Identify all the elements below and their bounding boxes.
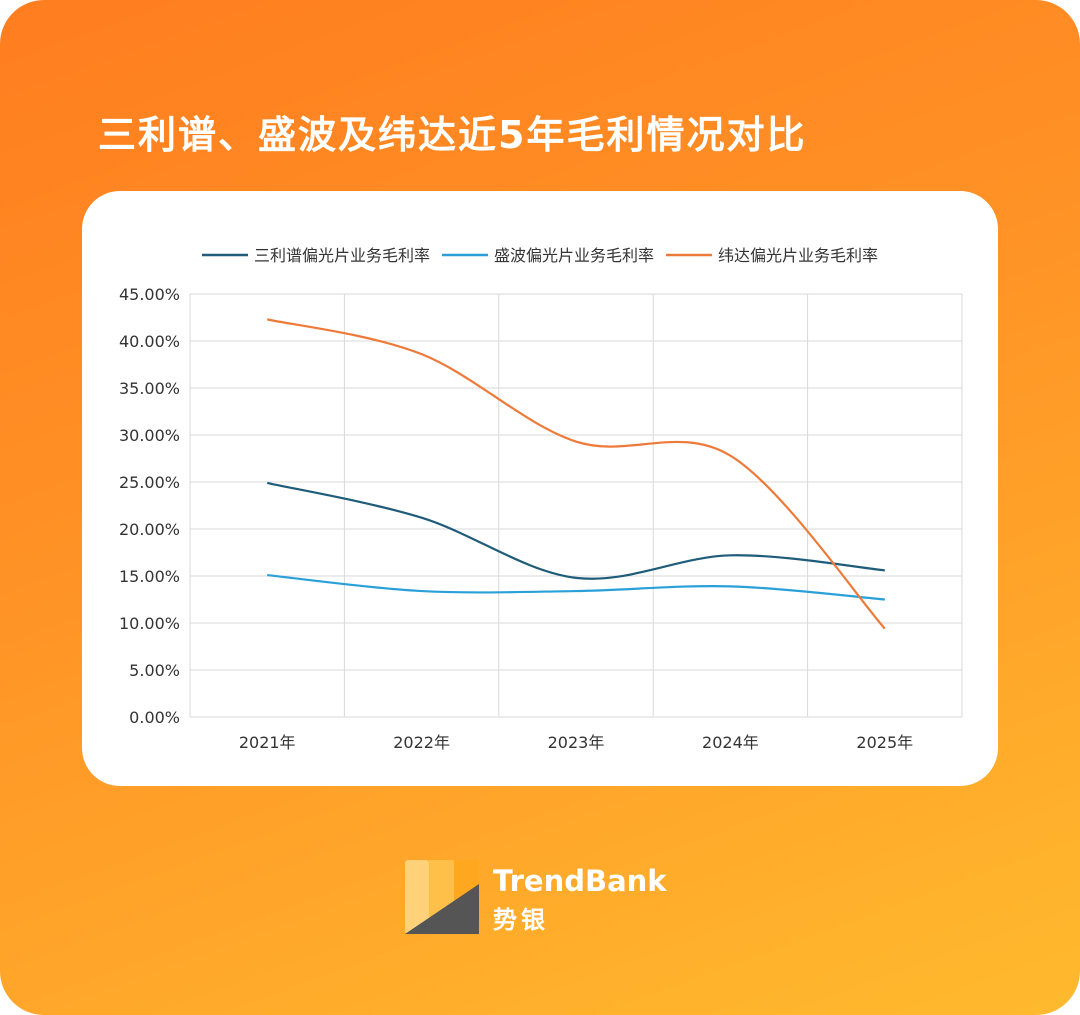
data-point: [728, 553, 732, 557]
legend-item-1: 三利谱偏光片业务毛利率: [202, 246, 430, 265]
chart-axes: 0.00% 5.00% 10.00% 15.00% 20.00% 25.00% 30.00%…: [119, 285, 913, 752]
x-tick-label: 2024年: [702, 733, 759, 752]
y-tick-label: 15.00%: [119, 567, 180, 586]
series-line-2: [267, 573, 885, 601]
logo-text-en: TrendBank: [493, 864, 667, 898]
line-chart: 三利谱偏光片业务毛利率 盛波偏光片业务毛利率 纬达偏光片业务毛利率 0.00% 5.0…: [119, 246, 963, 752]
series-line-3: [266, 318, 886, 630]
legend-item-2: 盛波偏光片业务毛利率: [442, 246, 654, 265]
legend-label: 三利谱偏光片业务毛利率: [254, 246, 430, 265]
chart-series: [265, 317, 887, 631]
x-tick-label: 2025年: [856, 733, 913, 752]
y-tick-label: 45.00%: [119, 285, 180, 304]
data-point: [265, 317, 269, 321]
data-point: [420, 516, 424, 520]
trendbank-logo-icon: [405, 860, 479, 934]
logo-text-cn: 势银: [493, 906, 549, 934]
y-tick-label: 5.00%: [129, 661, 180, 680]
data-point: [574, 576, 578, 580]
legend-item-3: 纬达偏光片业务毛利率: [666, 246, 878, 265]
x-tick-label: 2022年: [393, 733, 450, 752]
y-tick-label: 25.00%: [119, 473, 180, 492]
data-point: [883, 627, 887, 631]
x-tick-label: 2023年: [548, 733, 605, 752]
data-point: [883, 598, 887, 602]
data-point: [883, 568, 887, 572]
trendbank-logo: TrendBank 势银: [405, 860, 685, 934]
data-point: [420, 589, 424, 593]
data-point: [574, 589, 578, 593]
y-tick-label: 0.00%: [129, 708, 180, 727]
x-tick-label: 2021年: [239, 733, 296, 752]
data-point: [728, 454, 732, 458]
series-line-1: [266, 481, 885, 580]
y-tick-label: 35.00%: [119, 379, 180, 398]
y-tick-label: 20.00%: [119, 520, 180, 539]
y-tick-label: 30.00%: [119, 426, 180, 445]
y-tick-label: 40.00%: [119, 332, 180, 351]
chart-legend: 三利谱偏光片业务毛利率 盛波偏光片业务毛利率 纬达偏光片业务毛利率: [202, 246, 878, 265]
data-point: [265, 481, 269, 485]
legend-label: 盛波偏光片业务毛利率: [494, 246, 654, 265]
chart-grid: [189, 293, 963, 718]
data-point: [728, 584, 732, 588]
data-point: [265, 573, 269, 577]
data-point: [574, 440, 578, 444]
y-tick-label: 10.00%: [119, 614, 180, 633]
data-point: [420, 352, 424, 356]
page-title: 三利谱、盛波及纬达近5年毛利情况对比: [98, 113, 807, 157]
chart-card: 三利谱偏光片业务毛利率 盛波偏光片业务毛利率 纬达偏光片业务毛利率 0.00% 5.0…: [82, 191, 998, 786]
legend-label: 纬达偏光片业务毛利率: [718, 246, 878, 265]
